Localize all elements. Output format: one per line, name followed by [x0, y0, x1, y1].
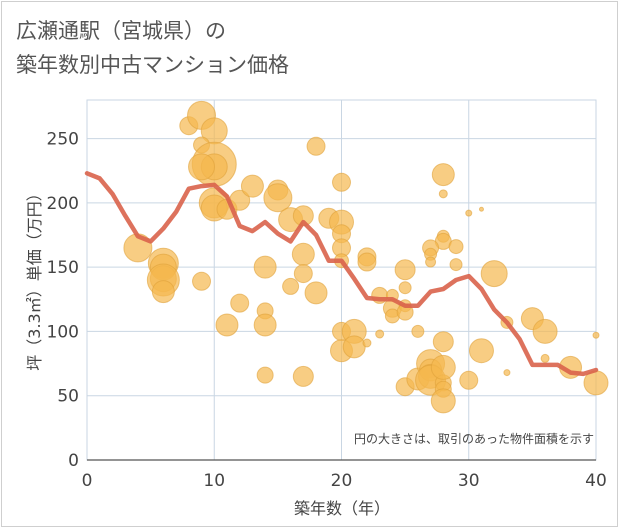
bubble-point [432, 331, 454, 353]
bubble-point [431, 163, 455, 187]
bubble-point [188, 153, 216, 181]
trend-line-group [84, 171, 599, 377]
bubble-point [362, 338, 372, 348]
y-tick-label: 250 [47, 130, 79, 150]
x-tick-label: 20 [331, 471, 353, 491]
bubble-point [263, 183, 293, 213]
chart-title-line-1: 広瀬通駅（宮城県）の [16, 19, 226, 43]
bubble-point [459, 370, 479, 390]
bubble-point [394, 259, 416, 281]
bubble-point [430, 354, 456, 380]
size-note: 円の大きさは、取引のあった物件面積を示す [354, 431, 594, 446]
y-tick-label: 0 [68, 451, 79, 471]
bubble-point [438, 189, 448, 199]
bubble-point [540, 353, 550, 363]
bubble-point [256, 366, 274, 384]
y-tick-label: 100 [47, 322, 79, 342]
bubble-point [253, 255, 277, 279]
bubble-point [342, 335, 366, 359]
bubble-point [503, 369, 511, 377]
trend-line [84, 171, 599, 377]
bubble-point [480, 260, 508, 288]
bubble-point [465, 209, 473, 217]
bubble-point [425, 256, 437, 268]
y-tick-label: 50 [57, 387, 79, 407]
bubble-point [192, 271, 212, 291]
bubble-point [282, 277, 300, 295]
bubble-point [292, 365, 314, 387]
axes: 0 50 100 150 200 250 0 10 20 30 40 [47, 130, 607, 491]
bubble-point [532, 318, 558, 344]
bubble-point [430, 388, 456, 414]
x-tick-label: 0 [82, 471, 93, 491]
x-axis-label: 築年数（年） [294, 499, 390, 518]
y-tick-label: 150 [47, 258, 79, 278]
chart-title-line-2: 築年数別中古マンション価格 [16, 53, 289, 77]
bubble-point [478, 206, 484, 212]
bubble-point [449, 258, 463, 272]
bubble-point [357, 252, 377, 272]
bubble-point [304, 281, 328, 305]
chart-title: 広瀬通駅（宮城県）の 築年数別中古マンション価格 [16, 14, 289, 82]
bubble-point [230, 293, 250, 313]
bubble-point [468, 338, 494, 364]
bubble-point [332, 172, 351, 192]
bubble-point [306, 136, 326, 156]
y-axis-label: 坪（3.3㎡）単価（万円） [25, 185, 44, 370]
bubble-point [240, 174, 264, 198]
y-tick-label: 200 [47, 194, 79, 214]
x-tick-label: 10 [203, 471, 225, 491]
bubble-point [592, 331, 600, 339]
bubble-point [411, 324, 425, 338]
bubble-point [291, 242, 315, 266]
bubble-point [293, 264, 313, 284]
bubble-point [253, 313, 277, 337]
bubble-point [448, 239, 464, 255]
bubble-point [375, 329, 385, 339]
bubble-point [398, 281, 412, 295]
bubble-point [151, 280, 175, 304]
bubble-point [215, 313, 239, 337]
x-tick-label: 30 [458, 471, 480, 491]
x-tick-label: 40 [585, 471, 607, 491]
bubbles [123, 100, 609, 414]
